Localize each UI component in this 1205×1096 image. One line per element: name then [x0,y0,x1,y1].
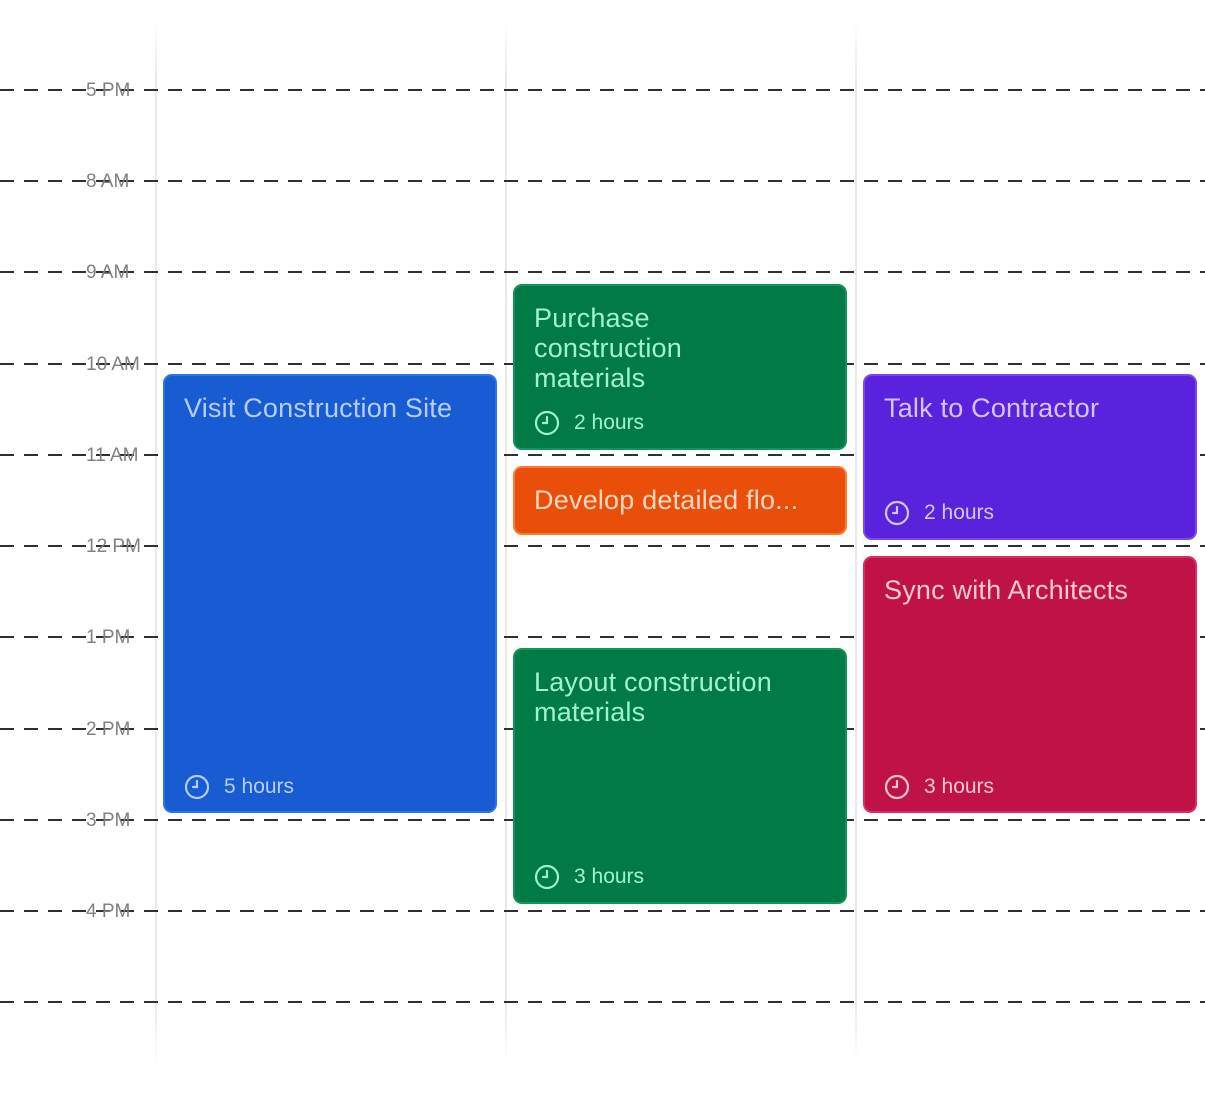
event-duration: 2 hours [534,410,644,436]
duration-label: 3 hours [924,775,995,798]
duration-label: 5 hours [224,775,295,798]
column-divider [505,18,507,1064]
hour-line [0,180,1205,182]
duration-label: 2 hours [924,501,995,524]
time-label: 9 AM [86,262,130,283]
time-label: 3 PM [86,810,131,831]
clock-icon [184,774,210,800]
event-card-layout-construction-materials[interactable]: Layout construction materials 3 hours [513,648,847,904]
event-card-purchase-construction-materials[interactable]: Purchase construction materials 2 hours [513,284,847,450]
time-label: 4 PM [86,901,131,922]
hour-line [0,89,1205,91]
clock-icon [884,774,910,800]
event-duration: 3 hours [884,774,994,800]
event-duration: 5 hours [184,774,294,800]
clock-icon [884,500,910,526]
hour-line [0,545,1205,547]
hour-line [0,271,1205,273]
event-card-visit-construction-site[interactable]: Visit Construction Site 5 hours [163,374,497,813]
column-divider [855,18,857,1064]
event-card-talk-to-contractor[interactable]: Talk to Contractor 2 hours [863,374,1197,540]
duration-label: 3 hours [574,865,645,888]
time-label: 8 AM [86,171,130,192]
clock-icon [534,410,560,436]
hour-line [0,1001,1205,1003]
clock-icon [534,864,560,890]
time-label: 2 PM [86,719,131,740]
time-label: 1 PM [86,627,131,648]
event-card-develop-detailed-floor-plan[interactable]: Develop detailed flo... [513,466,847,535]
event-title: Talk to Contractor [884,393,1100,423]
time-label: 11 AM [86,445,139,466]
time-label: 5 PM [86,80,131,101]
event-title: Sync with Architects [884,575,1129,605]
event-duration: 3 hours [534,864,644,890]
event-title: Layout construction materials [534,667,772,727]
duration-label: 2 hours [574,411,645,434]
event-title: Visit Construction Site [184,393,453,423]
event-duration: 2 hours [884,500,994,526]
hour-line [0,910,1205,912]
time-label: 10 AM [86,354,140,375]
hour-line [0,636,1205,638]
event-title: Develop detailed flo... [534,485,799,515]
event-title: Purchase construction materials [534,303,682,393]
event-card-sync-with-architects[interactable]: Sync with Architects 3 hours [863,556,1197,813]
hour-line [0,454,1205,456]
time-label: 12 PM [86,536,141,557]
column-divider [155,18,157,1064]
